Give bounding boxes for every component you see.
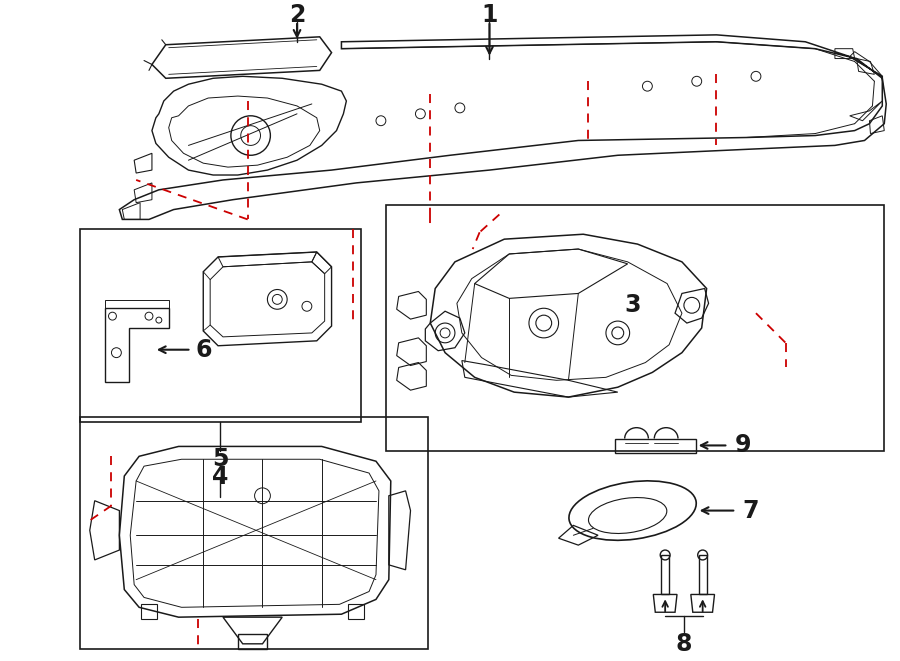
Text: 1: 1 (482, 3, 498, 27)
Text: 4: 4 (212, 465, 229, 489)
Bar (80, 417, 428, 648)
Bar (386, 205, 885, 451)
Text: 8: 8 (676, 632, 692, 656)
Text: 5: 5 (212, 447, 229, 471)
Text: 9: 9 (735, 434, 752, 457)
Text: 2: 2 (289, 3, 305, 27)
Text: 6: 6 (195, 338, 212, 362)
Text: 7: 7 (742, 498, 760, 523)
Text: 3: 3 (625, 293, 641, 317)
Bar (80, 229, 361, 422)
